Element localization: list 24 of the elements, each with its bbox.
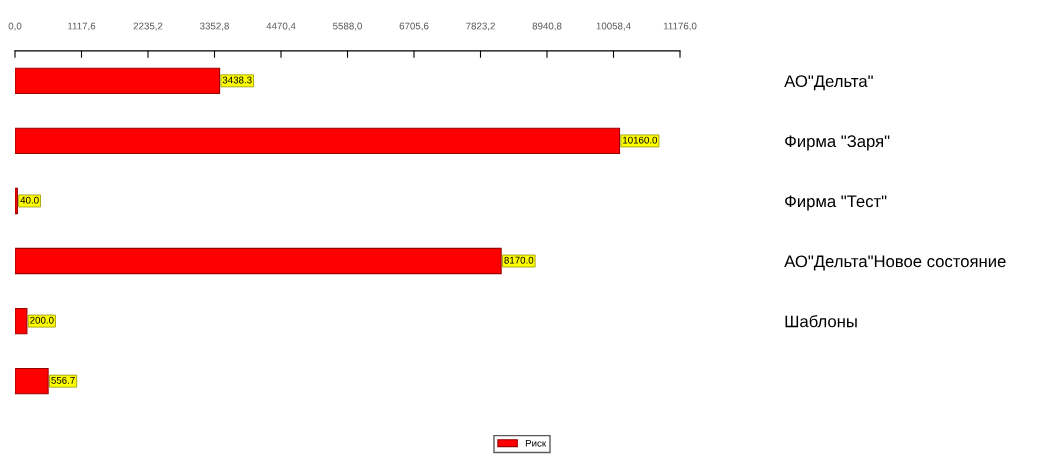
x-tick-label: 3352,8 [200, 22, 229, 31]
x-tick-label: 0,0 [8, 22, 22, 31]
x-tick-label: 6705,6 [399, 22, 429, 31]
y-tick-label: Фирма "Тест" [785, 195, 887, 211]
y-tick-label: Шаблоны [785, 314, 857, 328]
data-label: 200.0 [30, 316, 54, 324]
x-tick-label: 11176,0 [663, 22, 697, 31]
legend-label: Риск [525, 439, 547, 447]
x-tick-label: 8940,8 [532, 22, 562, 31]
x-tick-label: 2235,2 [133, 22, 163, 31]
x-tick-label: 1117,6 [68, 22, 96, 31]
y-tick-label: Фирма "Заря" [785, 135, 890, 151]
data-label: 10160.0 [623, 136, 658, 144]
data-label: 556.7 [51, 376, 75, 384]
y-tick-label: АО"Дельта"Новое состояние [784, 255, 1006, 271]
data-label: 8170.0 [504, 256, 534, 264]
y-tick-label: АО"Дельта" [784, 75, 873, 91]
x-tick-label: 7823,2 [466, 22, 495, 31]
x-tick-label: 10058,4 [596, 22, 631, 31]
bar [15, 187, 18, 215]
data-label: 3438.3 [222, 76, 252, 84]
x-tick-label: 5588,0 [333, 22, 362, 31]
x-tick-label: 4470,4 [266, 22, 296, 31]
data-label: 40.0 [20, 196, 39, 204]
